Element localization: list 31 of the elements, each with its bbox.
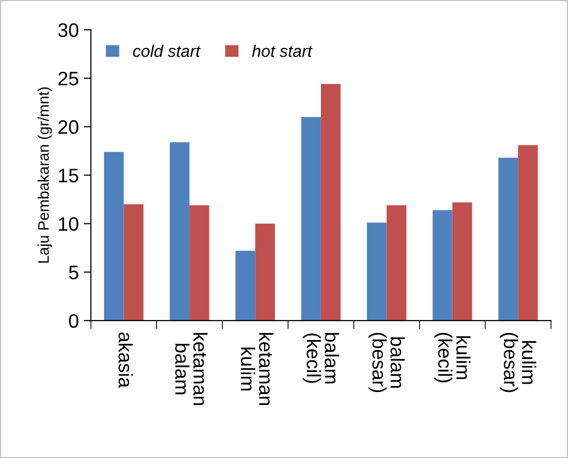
y-tick-label: 15 [58, 168, 78, 182]
y-axis-title: Laju Pembakaran (gr/mnt) [38, 87, 52, 263]
y-tick-label: 10 [58, 217, 78, 231]
y-tick-label: 30 [58, 23, 78, 38]
legend-label: hot start [252, 44, 313, 58]
x-tick-label: balam (besar) [368, 332, 405, 392]
bar [432, 210, 452, 321]
y-tick-label: 0 [69, 314, 78, 328]
x-tick-label: balam (kecil) [302, 332, 340, 384]
x-tick-label: kulim (besar) [500, 332, 536, 392]
bar [386, 205, 406, 321]
bar [301, 117, 321, 321]
bar [366, 222, 387, 321]
bar [189, 205, 210, 321]
x-tick-label: kulim (kecil) [434, 332, 470, 382]
y-tick-label: 20 [58, 120, 78, 134]
bar [452, 202, 472, 321]
x-tick-label: akasia [118, 332, 133, 388]
y-tick-label: 25 [58, 72, 78, 86]
bar [104, 152, 124, 321]
legend-label: cold start [133, 44, 201, 58]
x-tick-label: ketaman kulim [240, 333, 274, 406]
bar [170, 142, 190, 321]
bar [235, 250, 256, 321]
bar [255, 224, 275, 321]
bar [518, 145, 538, 321]
bar [124, 204, 144, 321]
x-tick-label: ketaman balam [175, 333, 208, 406]
y-tick-label: 5 [69, 266, 78, 280]
bar [498, 158, 518, 321]
bar [320, 84, 341, 321]
